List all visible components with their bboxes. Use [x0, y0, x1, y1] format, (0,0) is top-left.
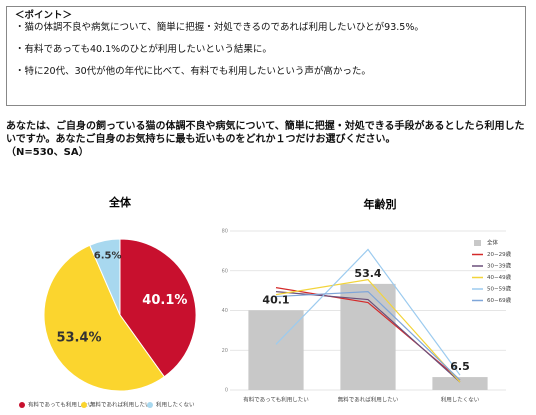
legend-label: 無料であれば利用したい: [90, 401, 151, 409]
point-item: ・特に20代、30代が他の年代に比べて、有料でも利用したいという声が高かった。: [15, 66, 371, 77]
line: [275, 291, 461, 381]
y-tick-label: 60: [222, 268, 228, 274]
legend-label: 利用したくない: [156, 401, 195, 409]
question-note: （N=530、SA）: [6, 147, 89, 158]
legend-swatch: [474, 240, 481, 246]
x-tick-label: 利用したくない: [441, 396, 480, 404]
legend-label: 有料であっても利用したい: [28, 401, 94, 409]
point-heading: ＜ポイント＞: [15, 10, 73, 21]
y-tick-label: 0: [225, 388, 228, 394]
bar: [432, 377, 488, 390]
data-label: 40.1%: [142, 293, 187, 308]
legend-label: 20−29歳: [487, 250, 512, 258]
line: [275, 279, 461, 383]
point-item: ・有料であっても40.1%のひとが利用したいという結果に。: [15, 44, 272, 55]
pie-slice: [43, 244, 165, 392]
chart-title: 年齢別: [364, 197, 397, 211]
legend-label: 60−69歳: [487, 296, 512, 304]
legend-label: 40−49歳: [487, 273, 512, 281]
legend-label: 50−59歳: [487, 285, 512, 293]
y-tick-label: 40: [222, 308, 228, 314]
point-item: ・猫の体調不良や病気について、簡単に把握・対処できるのであれば利用したいひとが9…: [15, 22, 424, 33]
legend-label: 全体: [487, 239, 499, 247]
y-tick-label: 20: [222, 348, 228, 354]
data-label: 53.4%: [56, 331, 101, 346]
x-tick-label: 無料であれば利用したい: [338, 396, 399, 404]
data-label: 6.5%: [94, 250, 122, 261]
y-tick-label: 80: [222, 229, 228, 235]
pie-slice: [119, 238, 197, 378]
legend-swatch: [81, 402, 87, 408]
line: [275, 248, 461, 376]
data-label: 53.4: [354, 267, 381, 280]
question: あなたは、ご自身の飼っている猫の体調不良や病気について、簡単に把握・対処できる手…: [6, 120, 526, 159]
chart-title: 全体: [108, 195, 132, 209]
pie-slice: [89, 238, 121, 316]
legend-swatch: [147, 402, 153, 408]
legend-label: 30−39歳: [487, 262, 512, 270]
bar: [340, 283, 396, 390]
point-box: ＜ポイント＞ ・猫の体調不良や病気について、簡単に把握・対処できるのであれば利用…: [6, 6, 526, 106]
legend-swatch: [19, 402, 25, 408]
bar: [248, 310, 304, 390]
line: [275, 291, 461, 383]
question-text: あなたは、ご自身の飼っている猫の体調不良や病気について、簡単に把握・対処できる手…: [6, 121, 525, 145]
data-label: 6.5: [450, 360, 470, 373]
x-tick-label: 有料であっても利用したい: [243, 396, 309, 404]
data-label: 40.1: [262, 293, 289, 306]
